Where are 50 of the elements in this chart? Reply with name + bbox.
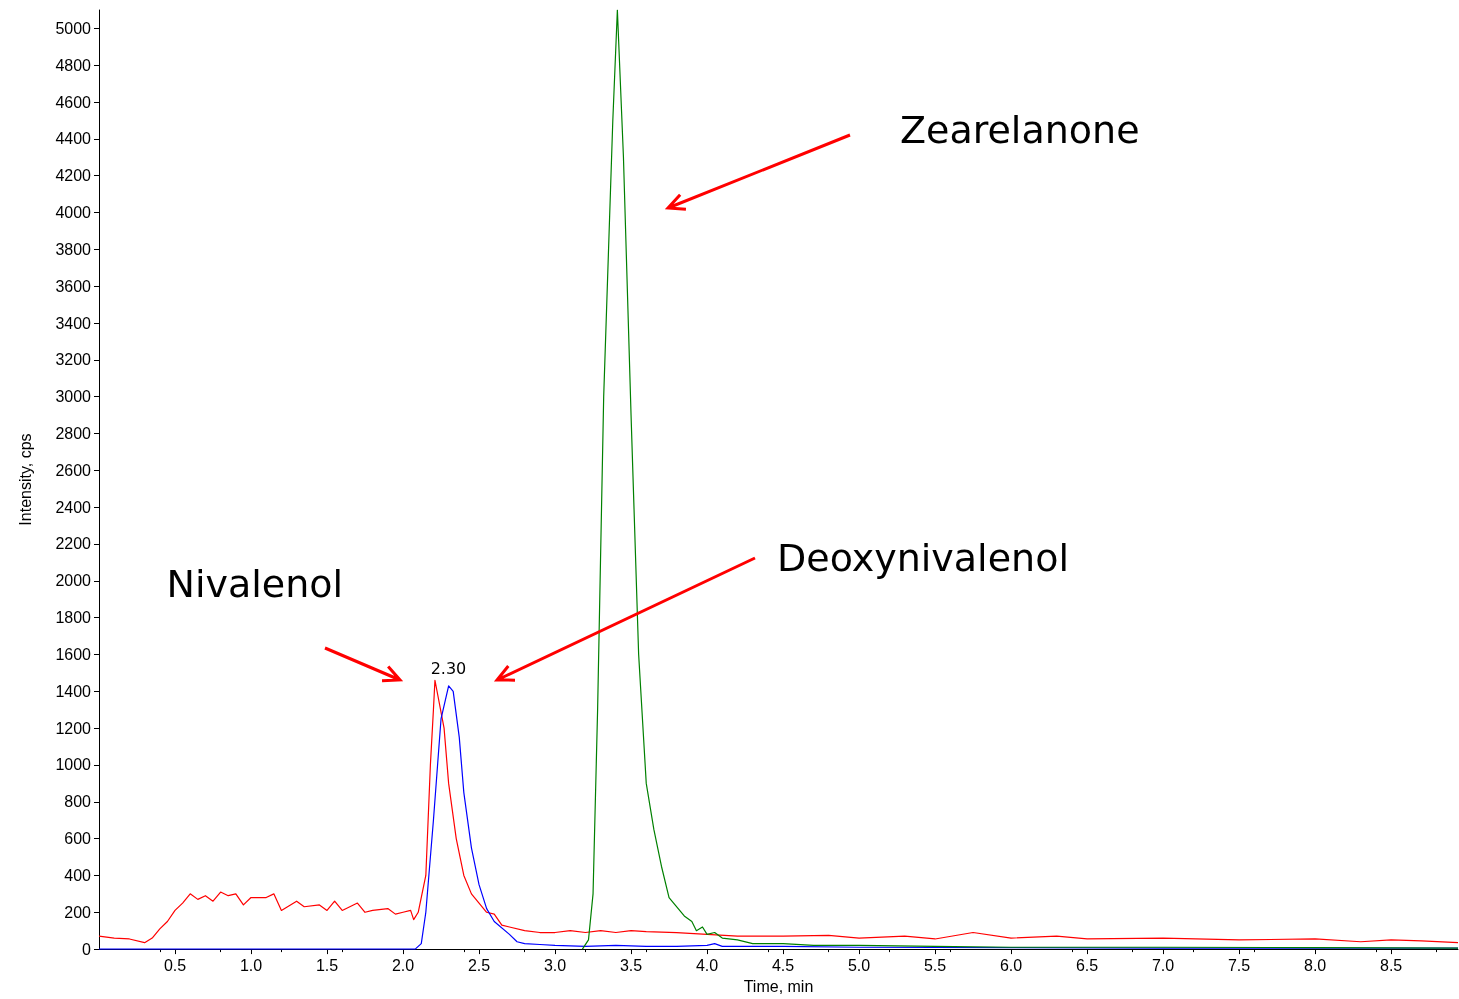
y-tick-label: 2600 — [55, 461, 92, 479]
y-tick-label: 1800 — [55, 609, 92, 627]
x-tick-label: 5.5 — [923, 956, 947, 974]
y-axis-title: Intensity, cps — [16, 433, 34, 526]
x-tick-label: 0.5 — [163, 956, 187, 974]
y-tick-label: 600 — [64, 830, 92, 848]
y-tick-label: 5000 — [55, 19, 92, 37]
y-tick-label: 4200 — [55, 167, 92, 185]
x-tick-label: 6.5 — [1075, 956, 1099, 974]
x-tick-label: 2.5 — [467, 956, 491, 974]
y-tick-label: 2800 — [55, 425, 92, 443]
y-tick-label: 3000 — [55, 388, 92, 406]
y-tick-label: 4400 — [55, 130, 92, 148]
y-tick-label: 1200 — [55, 719, 92, 737]
y-tick-label: 800 — [64, 793, 92, 811]
x-tick-label: 1.0 — [239, 956, 263, 974]
x-tick-label: 3.5 — [619, 956, 643, 974]
y-tick-label: 3800 — [55, 240, 92, 258]
y-tick-label: 2200 — [55, 535, 92, 553]
annotation: Zearelanone — [900, 108, 1140, 152]
x-tick-label: 3.0 — [543, 956, 567, 974]
line-series — [581, 9, 1459, 950]
y-tick-label: 1000 — [55, 756, 92, 774]
x-tick-label: 5.0 — [847, 956, 871, 974]
y-tick-label: 4000 — [55, 204, 92, 222]
y-tick-label: 200 — [64, 903, 92, 921]
y-tick-label: 2400 — [55, 498, 92, 516]
y-tick-label: 1600 — [55, 645, 92, 663]
y-tick-label: 3400 — [55, 314, 92, 332]
y-tick-label: 2000 — [55, 572, 92, 590]
y-tick-label: 1400 — [55, 682, 92, 700]
x-tick-label: 8.5 — [1379, 956, 1403, 974]
annotation: 2.30 — [430, 658, 467, 678]
y-tick-label: 400 — [64, 866, 92, 884]
y-tick-label: 4800 — [55, 56, 92, 74]
x-tick-label: 6.0 — [999, 956, 1023, 974]
annotation: Deoxynivalenol — [777, 536, 1069, 580]
x-tick-label: 4.5 — [771, 956, 795, 974]
x-axis-title: Time, min — [743, 977, 814, 995]
y-tick-label: 4600 — [55, 93, 92, 111]
x-tick-label: 8.0 — [1303, 956, 1327, 974]
y-tick-label: 3600 — [55, 277, 92, 295]
y-tick-label: 0 — [82, 940, 92, 958]
x-tick-label: 1.5 — [315, 956, 339, 974]
x-tick-label: 2.0 — [391, 956, 415, 974]
annotation: Nivalenol — [166, 562, 344, 606]
x-tick-label: 7.5 — [1227, 956, 1251, 974]
x-tick-label: 4.0 — [695, 956, 719, 974]
y-tick-label: 3200 — [55, 351, 92, 369]
x-tick-label: 7.0 — [1151, 956, 1175, 974]
